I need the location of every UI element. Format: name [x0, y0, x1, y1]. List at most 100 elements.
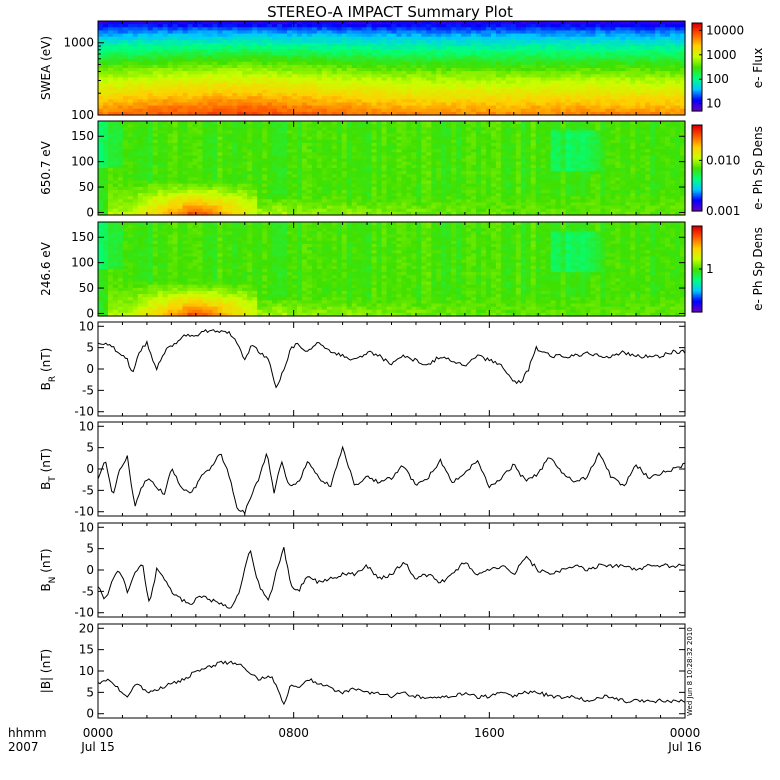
- spectrogram-cell: [331, 64, 338, 69]
- spectrogram-cell: [177, 108, 184, 113]
- spectrogram-cell: [117, 71, 124, 75]
- spectrogram-cell: [252, 111, 258, 116]
- spectrogram-cell: [98, 61, 104, 66]
- spectrogram-cell: [277, 30, 283, 35]
- spectrogram-cell: [495, 49, 502, 53]
- spectrogram-cell: [326, 27, 333, 31]
- spectrogram-cell: [247, 83, 253, 88]
- spectrogram-cell: [431, 96, 437, 100]
- spectrogram-cell: [495, 39, 502, 44]
- spectrogram-cell: [461, 102, 467, 107]
- spectrogram-cell: [421, 49, 427, 53]
- spectrogram-cell: [505, 105, 512, 110]
- spectrogram-cell: [137, 99, 144, 104]
- spectrogram-cell: [222, 108, 228, 113]
- spectrogram-cell: [396, 52, 403, 57]
- spectrogram-cell: [346, 64, 353, 69]
- spectrogram-cell: [441, 30, 447, 35]
- spectrogram-cell: [107, 105, 114, 110]
- spectrogram-cell: [172, 108, 179, 113]
- spectrogram-cell: [117, 39, 124, 44]
- spectrogram-cell: [127, 99, 134, 104]
- spectrogram-cell: [421, 105, 427, 110]
- spectrogram-cell: [187, 99, 194, 104]
- spectrogram-cell: [232, 58, 238, 63]
- spectrogram-cell: [411, 68, 417, 72]
- spectrogram-cell: [426, 42, 432, 47]
- spectrogram-cell: [356, 36, 363, 41]
- spectrogram-cell: [371, 42, 378, 47]
- spectrogram-cell: [227, 71, 233, 75]
- spectrogram-cell: [272, 111, 278, 116]
- spectrogram-cell: [446, 46, 452, 50]
- spectrogram-cell: [530, 83, 537, 88]
- spectrogram-cell: [172, 77, 179, 82]
- spectrogram-cell: [306, 108, 313, 113]
- spectrogram-cell: [167, 55, 174, 60]
- spectrogram-cell: [456, 42, 462, 47]
- spectrogram-cell: [147, 42, 154, 47]
- spectrogram-cell: [157, 33, 164, 38]
- spectrogram-cell: [282, 89, 288, 94]
- spectrogram-cell: [152, 96, 159, 100]
- spectrogram-cell: [98, 96, 104, 100]
- spectrogram-cell: [540, 64, 547, 69]
- spectrogram-cell: [451, 86, 457, 91]
- spectrogram-cell: [137, 74, 144, 78]
- spectrogram-cell: [142, 24, 149, 28]
- spectrogram-cell: [441, 111, 447, 116]
- spectrogram-cell: [326, 74, 333, 78]
- spectrogram-cell: [471, 80, 477, 85]
- spectrogram-cell: [316, 55, 323, 60]
- spectrogram-cell: [277, 24, 283, 28]
- spectrogram-cell: [456, 105, 462, 110]
- spectrogram-cell: [212, 93, 218, 97]
- spectrogram-cell: [197, 58, 204, 63]
- spectrogram-cell: [177, 93, 184, 97]
- spectrogram-cell: [247, 99, 253, 104]
- spectrogram-cell: [147, 86, 154, 91]
- spectrogram-cell: [142, 83, 149, 88]
- spectrogram-cell: [356, 64, 363, 69]
- spectrogram-cell: [197, 80, 204, 85]
- spectrogram-cell: [490, 102, 497, 107]
- spectrogram-cell: [505, 68, 512, 72]
- spectrogram-cell: [361, 96, 368, 100]
- spectrogram-cell: [147, 68, 154, 72]
- spectrogram-cell: [535, 64, 542, 69]
- spectrogram-cell: [505, 74, 512, 78]
- spectrogram-cell: [421, 71, 427, 75]
- spectrogram-cell: [351, 46, 358, 50]
- spectrogram-cell: [436, 61, 442, 66]
- spectrogram-cell: [187, 93, 194, 97]
- spectrogram-cell: [486, 36, 492, 41]
- spectrogram-cell: [421, 52, 427, 57]
- spectrogram-cell: [505, 30, 512, 35]
- spectrogram-cell: [451, 102, 457, 107]
- spectrogram-cell: [466, 105, 472, 110]
- spectrogram-cell: [132, 61, 139, 66]
- spectrogram-cell: [381, 33, 388, 38]
- spectrogram-cell: [520, 27, 527, 31]
- spectrogram-cell: [431, 42, 437, 47]
- spectrogram-cell: [421, 58, 427, 63]
- spectrogram-cell: [331, 74, 338, 78]
- spectrogram-cell: [495, 105, 502, 110]
- spectrogram-cell: [525, 93, 532, 97]
- spectrogram-cell: [102, 99, 109, 104]
- spectrogram-cell: [505, 86, 512, 91]
- spectrogram-cell: [152, 33, 159, 38]
- spectrogram-cell: [292, 108, 298, 113]
- spectrogram-cell: [441, 39, 447, 44]
- spectrogram-cell: [222, 58, 228, 63]
- spectrogram-cell: [515, 93, 522, 97]
- spectrogram-cell: [510, 89, 517, 94]
- spectrogram-cell: [217, 42, 223, 47]
- spectrogram-cell: [237, 27, 243, 31]
- spectrogram-cell: [192, 99, 199, 104]
- spectrogram-cell: [331, 80, 338, 85]
- spectrogram-cell: [416, 83, 422, 88]
- spectrogram-cell: [247, 108, 253, 113]
- spectrogram-cell: [316, 36, 323, 41]
- spectrogram-cell: [376, 102, 383, 107]
